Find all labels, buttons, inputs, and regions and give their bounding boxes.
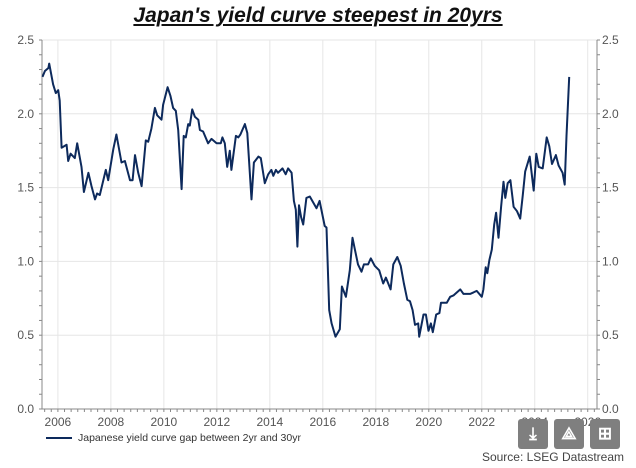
y-tick-label-left: 0.0 [17,402,34,416]
x-tick-label: 2022 [468,415,495,429]
chart-title: Japan's yield curve steepest in 20yrs [133,4,503,27]
chart-actions: ⤓ ⟁ ⊞ [518,419,620,449]
y-tick-label-right: 2.0 [602,107,619,121]
y-tick-label-right: 0.0 [602,402,619,416]
x-tick-label: 2020 [415,415,442,429]
legend: Japanese yield curve gap between 2yr and… [46,432,301,444]
x-tick-label: 2018 [362,415,389,429]
add-to-collection-icon: ⊞ [597,424,613,443]
y-tick-label-left: 1.0 [17,254,34,268]
y-tick-label-left: 1.5 [17,181,34,195]
x-tick-label: 2014 [256,415,283,429]
y-tick-label-right: 1.0 [602,254,619,268]
y-tick-label-right: 0.5 [602,328,619,342]
x-tick-label: 2016 [309,415,336,429]
series-line [41,62,571,338]
x-tick-label: 2010 [151,415,178,429]
y-tick-label-right: 1.5 [602,181,619,195]
legend-swatch [46,437,72,439]
y-tick-label-left: 2.5 [17,33,34,47]
x-tick-label: 2008 [98,415,125,429]
y-tick-label-left: 2.0 [17,107,34,121]
x-tick-label: 2012 [203,415,230,429]
y-tick-label-right: 2.5 [602,33,619,47]
x-tick-label: 2006 [45,415,72,429]
share-button[interactable]: ⟁ [554,419,584,449]
download-button[interactable]: ⤓ [518,419,548,449]
legend-label: Japanese yield curve gap between 2yr and… [78,432,301,444]
download-icon: ⤓ [529,424,537,443]
share-icon: ⟁ [561,424,577,443]
add-button[interactable]: ⊞ [590,419,620,449]
source-note: Source: LSEG Datastream [481,450,624,464]
y-tick-label-left: 0.5 [17,328,34,342]
